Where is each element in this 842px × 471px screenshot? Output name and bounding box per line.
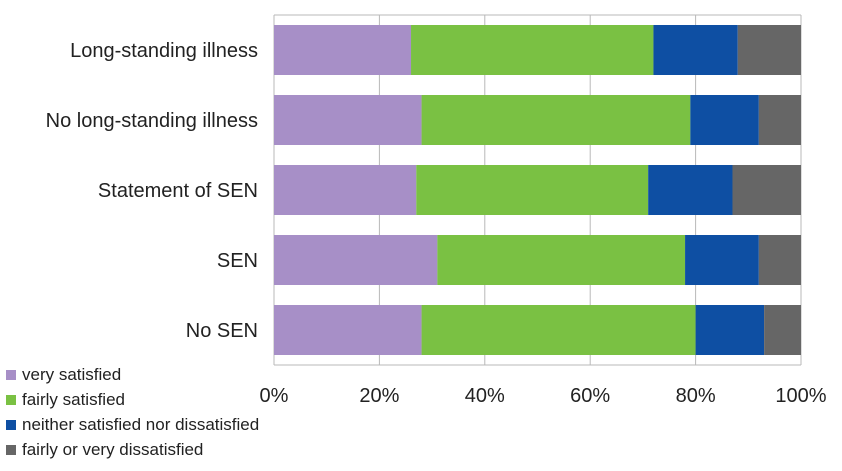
bar-segment xyxy=(274,95,422,145)
bar-segment xyxy=(416,165,648,215)
bar-segment xyxy=(274,165,416,215)
bar-segment xyxy=(648,165,732,215)
category-label: Long-standing illness xyxy=(70,40,258,62)
legend-swatch xyxy=(6,420,16,430)
bar-segment xyxy=(732,165,801,215)
x-tick-label: 40% xyxy=(465,385,505,407)
bar-segment xyxy=(274,305,422,355)
bar-segment xyxy=(274,25,411,75)
legend-swatch xyxy=(6,445,16,455)
x-tick-label: 100% xyxy=(775,385,826,407)
bars xyxy=(274,25,801,355)
category-label: No long-standing illness xyxy=(46,110,258,132)
x-tick-label: 20% xyxy=(359,385,399,407)
legend-label: fairly or very dissatisfied xyxy=(22,440,203,460)
bar-segment xyxy=(690,95,759,145)
bar-segment xyxy=(738,25,801,75)
bar-segment xyxy=(764,305,801,355)
legend-label: neither satisfied nor dissatisfied xyxy=(22,415,259,435)
bar-segment xyxy=(437,235,685,285)
bar-segment xyxy=(759,95,801,145)
bar-segment xyxy=(422,95,691,145)
x-tick-labels: 0% 20% 40% 60% 80% 100% xyxy=(260,385,827,407)
legend-label: fairly satisfied xyxy=(22,390,125,410)
category-label: SEN xyxy=(217,250,258,272)
category-label: No SEN xyxy=(186,320,258,342)
x-tick-label: 0% xyxy=(260,385,289,407)
bar-segment xyxy=(696,305,765,355)
legend-item: fairly or very dissatisfied xyxy=(6,437,259,462)
bar-segment xyxy=(422,305,696,355)
x-tick-label: 60% xyxy=(570,385,610,407)
bar-segment xyxy=(759,235,801,285)
legend-label: very satisfied xyxy=(22,365,121,385)
legend-swatch xyxy=(6,395,16,405)
legend: very satisfied fairly satisfied neither sa… xyxy=(6,362,259,462)
legend-item: fairly satisfied xyxy=(6,387,259,412)
bar-segment xyxy=(411,25,653,75)
legend-item: neither satisfied nor dissatisfied xyxy=(6,412,259,437)
legend-swatch xyxy=(6,370,16,380)
bar-segment xyxy=(685,235,759,285)
x-tick-label: 80% xyxy=(676,385,716,407)
bar-segment xyxy=(653,25,737,75)
bar-segment xyxy=(274,235,437,285)
category-label: Statement of SEN xyxy=(98,180,258,202)
category-labels: Long-standing illness No long-standing il… xyxy=(46,40,258,342)
legend-item: very satisfied xyxy=(6,362,259,387)
